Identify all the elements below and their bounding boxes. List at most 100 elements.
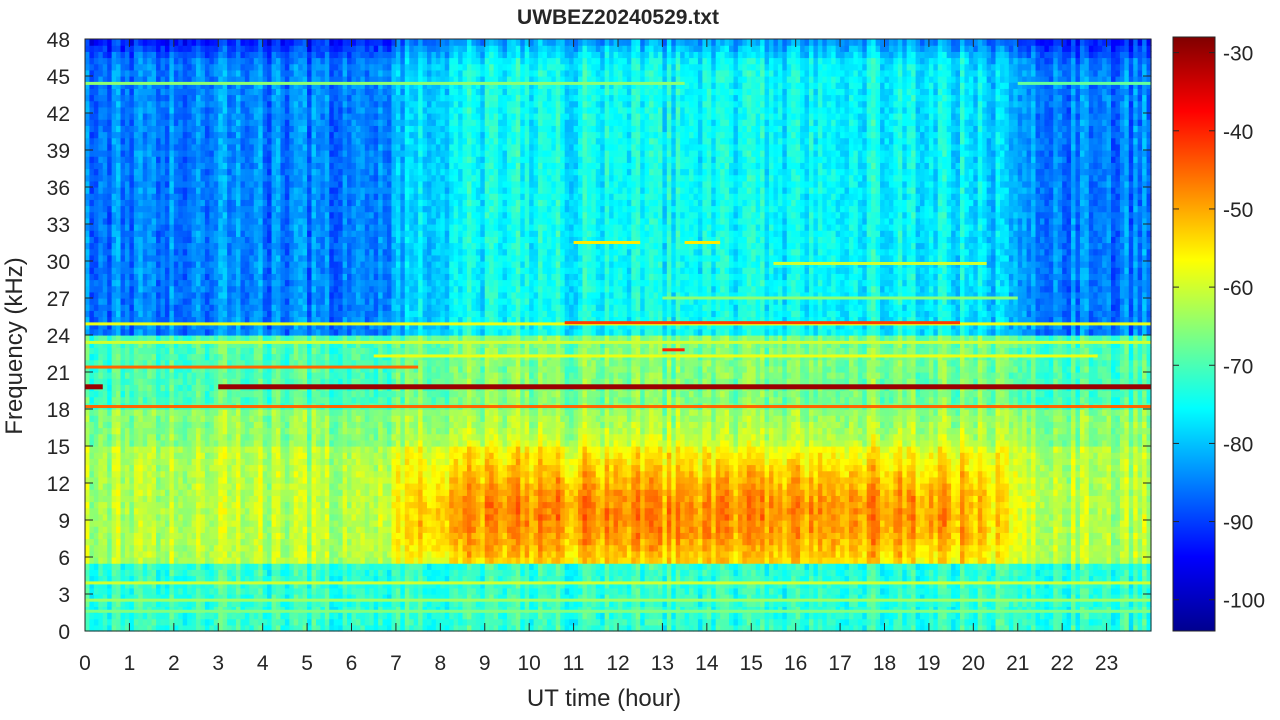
heatmap-cell [209,119,215,126]
heatmap-cell [182,100,188,108]
heatmap-cell [133,365,139,373]
heatmap-cell [120,217,126,225]
heatmap-cell [249,396,255,404]
heatmap-cell [289,526,295,533]
heatmap-cell [262,359,268,367]
heatmap-cell [271,433,277,441]
heatmap-cell [262,606,268,614]
heatmap-cell [298,236,304,244]
heatmap-cell [213,433,219,441]
heatmap-cell [284,532,290,540]
heatmap-cell [89,51,95,59]
heatmap-cell [89,131,95,139]
heatmap-cell [280,230,286,237]
heatmap-cell [173,322,179,330]
heatmap-cell [271,600,277,607]
heatmap-cell [280,335,286,342]
heatmap-cell [142,587,148,595]
heatmap-cell [218,483,224,490]
heatmap-cell [138,63,144,71]
heatmap-cell [85,606,91,614]
heatmap-cell [169,168,175,176]
heatmap-cell [262,143,268,151]
heatmap-cell [93,199,99,207]
heatmap-cell [124,51,131,59]
heatmap-cell [120,205,126,213]
heatmap-cell [164,372,170,379]
heatmap-cell [133,569,139,577]
heatmap-cell [298,310,304,318]
heatmap-cell [164,557,170,564]
heatmap-cell [200,199,206,207]
heatmap-cell [258,489,264,496]
heatmap-cell [267,322,273,330]
heatmap-cell [284,205,290,213]
heatmap-cell [133,273,139,281]
heatmap-cell [311,217,317,225]
heatmap-cell [191,162,197,170]
heatmap-cell [249,119,255,126]
heatmap-cell [204,513,210,521]
heatmap-cell [160,550,166,558]
heatmap-cell [227,415,233,422]
heatmap-cell [116,439,122,447]
heatmap-cell [85,88,91,96]
heatmap-cell [307,125,313,133]
heatmap-cell [218,57,224,65]
heatmap-cell [169,162,175,170]
heatmap-cell [85,520,91,527]
heatmap-cell [302,594,308,601]
heatmap-cell [231,328,237,336]
heatmap-cell [236,63,242,71]
heatmap-cell [236,125,242,133]
heatmap-cell [85,45,91,52]
heatmap-cell [267,526,273,533]
heatmap-cell [164,156,170,163]
heatmap-cell [249,39,255,46]
heatmap-cell [169,217,175,225]
heatmap-cell [218,137,224,145]
heatmap-cell [227,217,233,225]
heatmap-cell [267,575,273,583]
heatmap-cell [129,569,135,577]
heatmap-cell [191,199,197,207]
heatmap-cell [89,495,95,503]
heatmap-cell [244,396,250,404]
heatmap-cell [120,88,126,96]
heatmap-cell [284,458,290,466]
heatmap-cell [249,45,255,52]
heatmap-cell [133,341,139,348]
heatmap-cell [160,624,166,632]
heatmap-cell [133,550,139,558]
heatmap-cell [209,359,215,367]
heatmap-cell [98,501,104,509]
heatmap-cell [129,51,135,59]
heatmap-cell [204,624,210,632]
heatmap-cell [160,359,166,367]
heatmap-cell [284,267,290,274]
heatmap-cell [258,291,264,299]
heatmap-cell [182,347,188,355]
heatmap-cell [200,409,206,416]
heatmap-cell [107,217,113,225]
heatmap-cell [275,452,282,459]
heatmap-cell [298,328,304,336]
heatmap-cell [178,390,184,398]
heatmap-cell [116,273,122,281]
heatmap-cell [107,483,113,490]
heatmap-cell [147,624,153,632]
heatmap-cell [111,390,117,398]
heatmap-cell [293,254,299,262]
heatmap-cell [249,279,255,287]
heatmap-cell [142,476,148,484]
heatmap-cell [244,131,250,139]
heatmap-cell [191,63,197,71]
heatmap-cell [138,507,144,515]
heatmap-cell [116,304,122,311]
heatmap-cell [151,230,157,237]
heatmap-cell [182,113,188,120]
heatmap-cell [209,273,215,281]
heatmap-cell [307,242,313,250]
heatmap-cell [213,193,219,200]
heatmap-cell [191,328,197,336]
